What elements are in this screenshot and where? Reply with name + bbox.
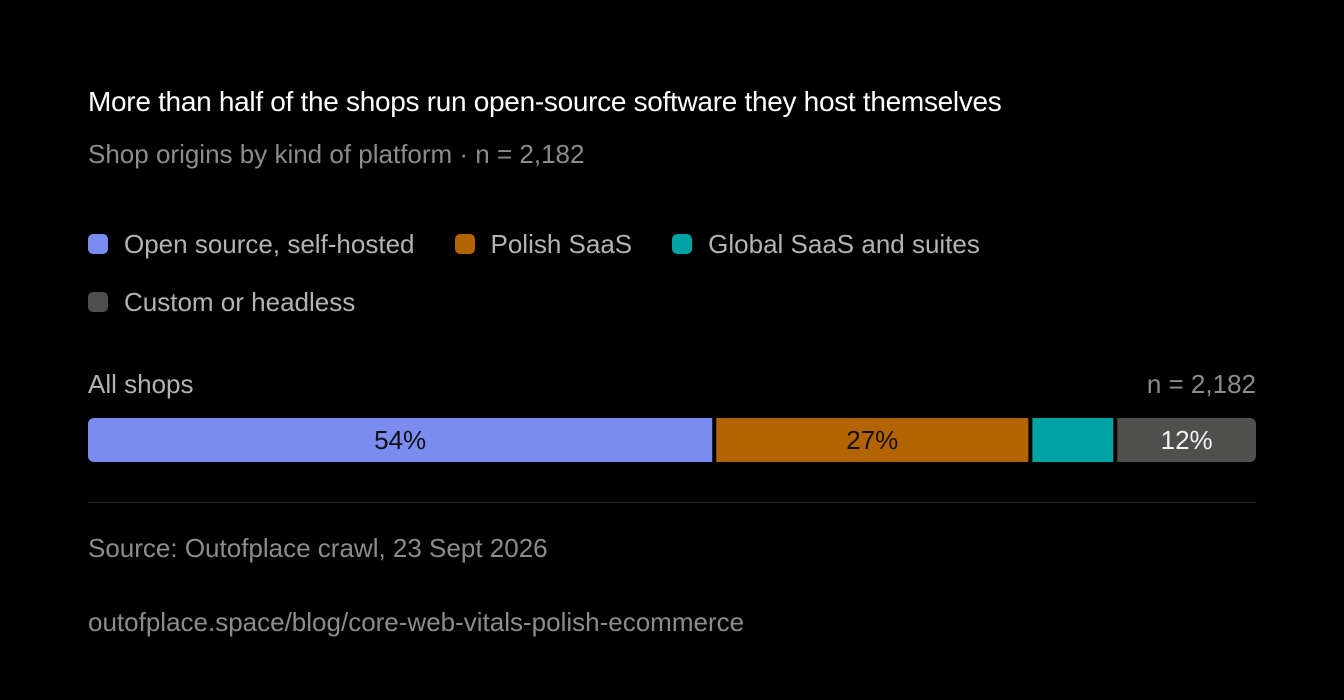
legend-label: Open source, self-hosted bbox=[124, 228, 415, 259]
bar-segment bbox=[1032, 418, 1114, 462]
legend-label: Global SaaS and suites bbox=[708, 228, 980, 259]
legend-item: Custom or headless bbox=[88, 284, 355, 320]
stacked-bar: 54% 27% 12% bbox=[88, 418, 1256, 462]
legend-swatch bbox=[454, 234, 475, 254]
bar-segment-label: 12% bbox=[1161, 425, 1213, 455]
divider bbox=[88, 502, 1256, 503]
bar-row-label: All shops bbox=[88, 369, 194, 399]
legend-label: Custom or headless bbox=[124, 286, 356, 317]
bar-segment bbox=[716, 418, 1029, 462]
source-note: Source: Outofplace crawl, 23 Sept 2026 bbox=[88, 533, 548, 563]
legend: Open source, self-hosted Polish SaaS Glo… bbox=[88, 226, 1088, 320]
legend-item: Global SaaS and suites bbox=[672, 226, 980, 262]
legend-item: Polish SaaS bbox=[454, 226, 633, 262]
bar-segment-label: 27% bbox=[846, 425, 898, 455]
bar-segment-label: 54% bbox=[374, 425, 426, 455]
legend-swatch bbox=[88, 234, 108, 254]
source-url: outofplace.space/blog/core-web-vitals-po… bbox=[88, 607, 745, 637]
chart-card: More than half of the shops run open-sou… bbox=[88, 0, 1256, 700]
chart-title: More than half of the shops run open-sou… bbox=[88, 86, 1002, 117]
legend-swatch bbox=[672, 234, 693, 254]
bar-row-n: n = 2,182 bbox=[1146, 369, 1256, 399]
legend-swatch bbox=[88, 292, 108, 312]
chart-subtitle: Shop origins by kind of platform · n = 2… bbox=[88, 139, 585, 169]
bar-segment bbox=[88, 418, 713, 462]
legend-label: Polish SaaS bbox=[490, 228, 633, 259]
bar-segment bbox=[1117, 418, 1256, 462]
legend-item: Open source, self-hosted bbox=[88, 226, 415, 262]
